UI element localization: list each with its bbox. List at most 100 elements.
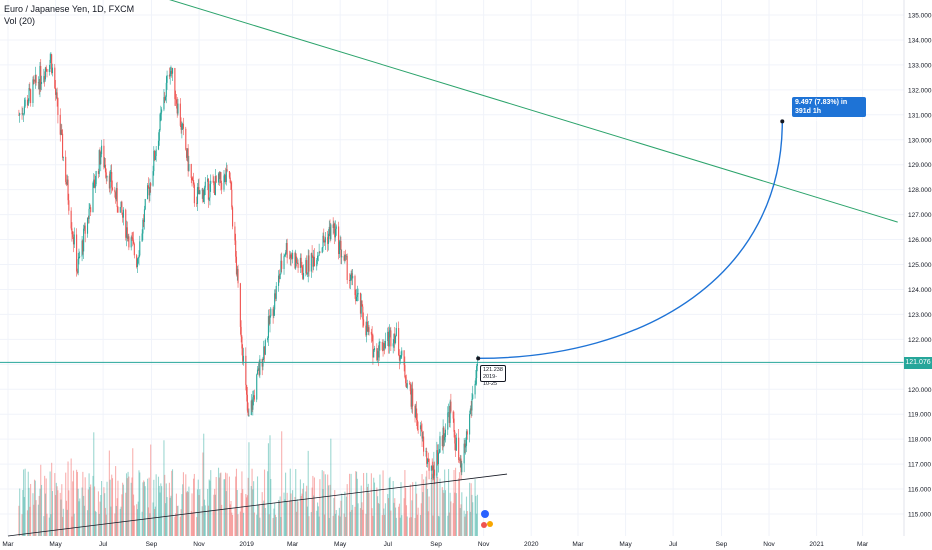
candle-body	[253, 395, 255, 398]
candle-body	[138, 255, 140, 259]
candle-body	[389, 330, 391, 332]
candle-body	[466, 431, 468, 435]
volume-bar	[300, 495, 302, 536]
volume-bar	[231, 512, 233, 536]
candle-body	[327, 233, 330, 244]
candle-body	[415, 408, 417, 418]
candle-body	[252, 397, 254, 410]
candle-body	[163, 97, 165, 110]
candle-body	[316, 259, 318, 267]
volume-bar	[149, 513, 151, 536]
candle-body	[171, 68, 174, 74]
time-axis-label: Jul	[384, 541, 393, 548]
candle-body	[267, 316, 269, 338]
volume-bar	[281, 431, 283, 536]
candle-body	[323, 235, 325, 242]
candle-body	[299, 257, 301, 268]
volume-bar	[405, 505, 408, 536]
candle-body	[256, 369, 259, 375]
time-axis-label: Nov	[763, 541, 775, 548]
time-axis-label: Mar	[2, 541, 14, 548]
candle-body	[92, 182, 94, 213]
volume-bar	[348, 473, 351, 536]
volume-indicator-label[interactable]: Vol (20)	[4, 16, 36, 26]
candle-body	[193, 180, 195, 185]
price-axis: 135.000 134.000 133.000 132.000 131.000 130.0…	[908, 13, 932, 519]
volume-bar	[425, 476, 427, 536]
candle-body	[328, 226, 330, 234]
volume-bar	[274, 514, 277, 536]
volume-bar	[323, 471, 325, 536]
volume-bar	[126, 478, 128, 536]
volume-bar	[313, 477, 315, 536]
volume-bar	[133, 505, 135, 536]
event-icons	[481, 510, 493, 528]
volume-bar	[190, 511, 192, 536]
candle-body	[305, 260, 307, 274]
candle-body	[242, 348, 244, 362]
time-axis-label: Mar	[287, 541, 299, 548]
volume-bar	[182, 472, 184, 536]
volume-bar	[239, 511, 241, 536]
candle-body	[203, 187, 206, 196]
time-axis-label: 2020	[524, 541, 539, 548]
candle-body	[264, 340, 266, 355]
candle-body	[318, 251, 320, 256]
candle-body	[344, 254, 346, 261]
candle-body	[111, 172, 113, 188]
volume-bar	[165, 483, 167, 536]
candle-body	[175, 98, 177, 100]
volume-bar	[295, 469, 297, 536]
volume-bar	[88, 473, 90, 536]
volume-bar	[409, 484, 411, 536]
candle-body	[214, 185, 216, 195]
candle-body	[443, 427, 445, 441]
volume-bar	[225, 491, 227, 536]
candle-body	[170, 70, 172, 74]
volume-bar	[242, 512, 245, 536]
volume-bar	[208, 479, 210, 536]
candle-body	[192, 180, 194, 181]
volume-bar	[250, 486, 252, 536]
candle-body	[409, 383, 411, 392]
volume-bar	[288, 500, 291, 536]
volume-bar	[438, 516, 440, 536]
candle-body	[56, 92, 58, 99]
volume-bar	[163, 440, 165, 536]
volume-bar	[246, 497, 248, 536]
grid	[0, 0, 904, 536]
candle-body	[362, 306, 364, 320]
candle-body	[317, 255, 319, 260]
volume-bar	[204, 505, 206, 536]
volume-bar	[466, 510, 468, 536]
volume-bar	[338, 515, 340, 536]
volume-bar	[45, 478, 47, 536]
volume-bar	[105, 514, 107, 536]
volume-bar	[367, 483, 369, 536]
volume-bar	[370, 473, 372, 536]
volume-bar	[387, 494, 389, 536]
volume-bar	[251, 468, 253, 536]
volume-bar	[442, 490, 444, 536]
candle-body	[174, 68, 176, 99]
candle-body	[137, 258, 139, 259]
candle-body	[246, 384, 248, 395]
volume-bar	[229, 504, 231, 536]
symbol-title[interactable]: Euro / Japanese Yen, 1D, FXCM	[4, 4, 135, 14]
candle-body	[39, 65, 41, 90]
volume-bar	[341, 493, 343, 536]
volume-bar	[278, 500, 280, 536]
volume-bar	[26, 510, 29, 536]
candle-body	[143, 219, 145, 223]
volume-bar	[132, 494, 135, 536]
candle-body	[24, 99, 26, 107]
volume-bar	[360, 485, 362, 536]
candle-body	[405, 377, 407, 384]
volume-bar	[356, 478, 358, 536]
candle-body	[268, 316, 270, 324]
volume-bar	[379, 474, 381, 536]
volume-bar	[44, 493, 46, 536]
volume-bar	[55, 495, 57, 536]
